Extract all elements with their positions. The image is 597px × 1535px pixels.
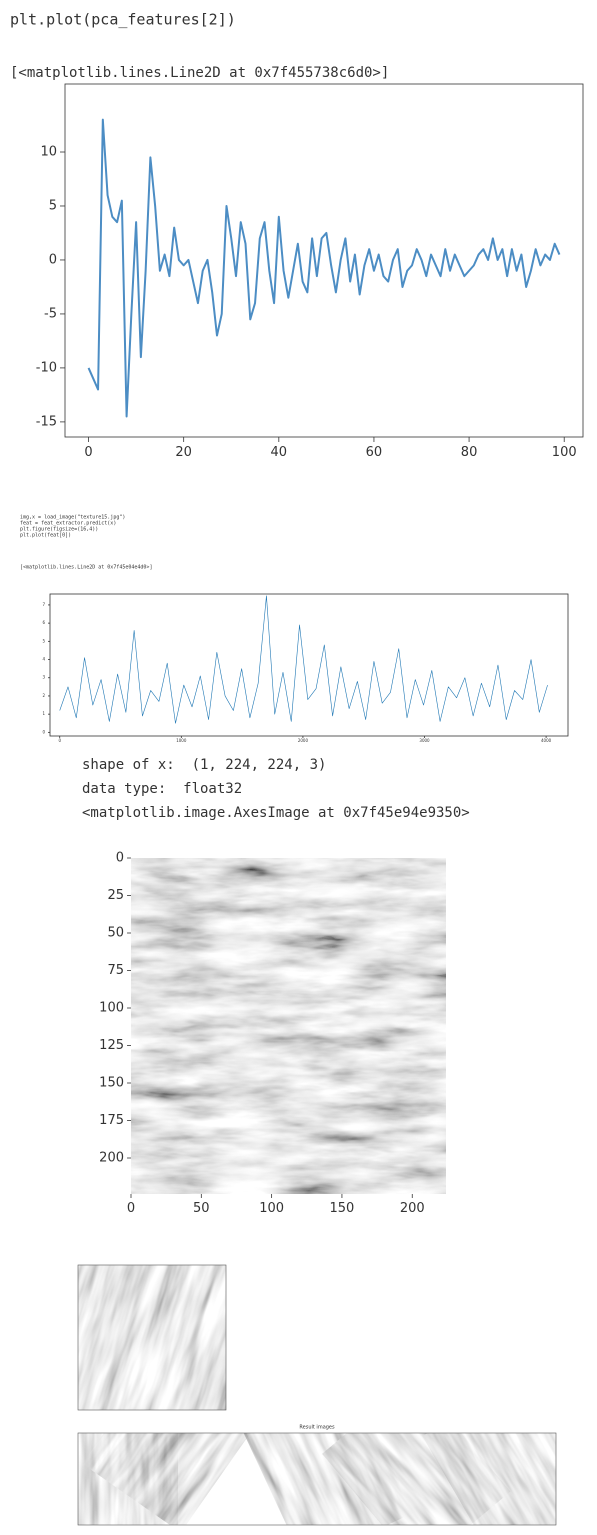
- x-tick-label: 60: [366, 445, 383, 460]
- x-tick-label: 0: [127, 1201, 135, 1216]
- code: plt.plot(pca_features[2]): [10, 11, 236, 29]
- y-tick-label: 175: [99, 1113, 124, 1128]
- code: img,x = load_image("texture15.jpg"): [20, 515, 125, 521]
- texture-image: [82, 1433, 267, 1525]
- y-tick-label: 4: [42, 657, 45, 662]
- data-line: [87, 118, 561, 418]
- image-frame: [77, 1432, 557, 1526]
- x-tick-label: 50: [193, 1201, 210, 1216]
- y-tick-label: 5: [42, 638, 45, 643]
- x-tick-label: 150: [330, 1201, 355, 1216]
- result-title: Result images: [299, 1425, 335, 1431]
- x-tick-label: 0: [84, 445, 92, 460]
- texture-image: [241, 1433, 414, 1525]
- x-tick-label: 20: [175, 445, 192, 460]
- texture-image: [322, 1433, 511, 1525]
- output-text: [<matplotlib.lines.Line2D at 0x7f45e04e4…: [20, 565, 152, 571]
- y-tick-label: 5: [49, 198, 57, 213]
- code: plt.plot(feat[0]): [20, 533, 71, 539]
- y-tick-label: 3: [42, 675, 45, 680]
- y-tick-label: 150: [99, 1076, 124, 1091]
- x-tick-label: 80: [461, 445, 478, 460]
- output-text: <matplotlib.image.AxesImage at 0x7f45e94…: [82, 805, 470, 821]
- plot-frame: [49, 593, 569, 737]
- query-image: [78, 1265, 226, 1410]
- code: plt.figure(figsize=(16,4)): [20, 527, 98, 533]
- y-tick-label: 50: [107, 926, 124, 941]
- y-tick-label: 6: [42, 620, 45, 625]
- x-tick-label: 40: [271, 445, 288, 460]
- y-tick-label: 200: [99, 1151, 124, 1166]
- x-tick-label: 100: [552, 445, 577, 460]
- y-tick-label: 25: [107, 888, 124, 903]
- y-tick-label: 1: [42, 711, 45, 716]
- x-tick-label: 0: [58, 738, 61, 743]
- y-tick-label: -5: [44, 306, 57, 321]
- y-tick-label: 75: [107, 963, 124, 978]
- x-tick-label: 3000: [419, 738, 430, 743]
- texture-image: [131, 858, 446, 1194]
- output-text: [<matplotlib.lines.Line2D at 0x7f455738c…: [10, 65, 389, 81]
- result-images: [78, 1433, 556, 1525]
- code-cell: img,x = load_image("texture15.jpg") feat…: [20, 515, 152, 571]
- y-tick-label: 125: [99, 1038, 124, 1053]
- x-tick-label: 100: [259, 1201, 284, 1216]
- x-tick-label: 1000: [176, 738, 187, 743]
- y-tick-label: 100: [99, 1001, 124, 1016]
- plot-frame: [64, 83, 584, 438]
- x-tick-label: 2000: [298, 738, 309, 743]
- texture-image: [422, 1433, 556, 1525]
- y-tick-label: 0: [49, 252, 57, 267]
- output-text: shape of x: (1, 224, 224, 3): [82, 757, 326, 773]
- code: feat = feat_extractor.predict(x): [20, 521, 116, 527]
- image-frame: [77, 1264, 227, 1411]
- data-line: [59, 595, 548, 724]
- texture-image: [78, 1265, 226, 1410]
- y-tick-label: 10: [40, 145, 57, 160]
- output-text: data type: float32: [82, 781, 242, 797]
- y-tick-label: -15: [36, 414, 57, 429]
- y-tick-label: 7: [42, 602, 45, 607]
- y-tick-label: -10: [36, 360, 57, 375]
- y-tick-label: 2: [42, 693, 45, 698]
- x-tick-label: 200: [400, 1201, 425, 1216]
- y-tick-label: 0: [42, 729, 45, 734]
- y-tick-label: 0: [116, 851, 124, 866]
- x-tick-label: 4000: [541, 738, 552, 743]
